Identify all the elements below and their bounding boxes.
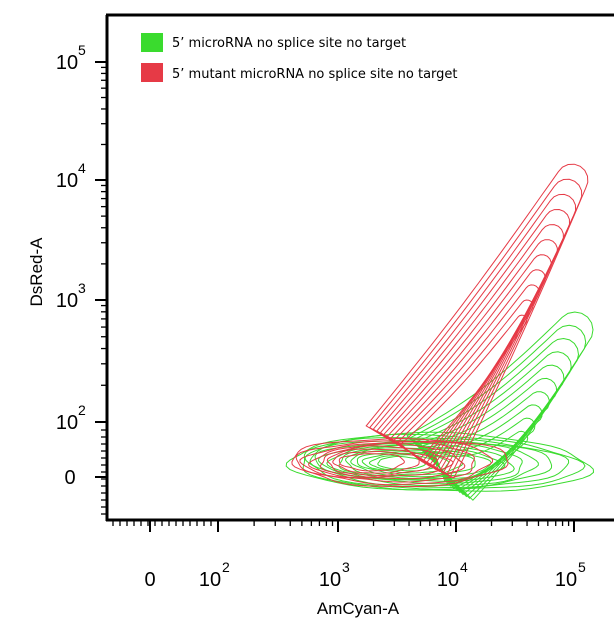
- y-tick-label: 10: [56, 52, 78, 74]
- legend-swatch-green: [141, 33, 163, 52]
- y-axis-title: DsRed-A: [27, 237, 46, 307]
- y-axis-ticks: [95, 61, 107, 515]
- green-tail-contour: [431, 417, 536, 485]
- y-tick-exponent: 5: [78, 42, 86, 58]
- red-contour-ring: [332, 451, 420, 474]
- red-series-contours: [291, 163, 589, 488]
- x-tick-exponent: 5: [578, 559, 586, 575]
- red-contour-ring: [338, 453, 405, 472]
- x-tick-exponent: 2: [222, 559, 230, 575]
- green-contour-ring: [285, 431, 595, 492]
- green-tail-contour: [406, 311, 594, 501]
- x-tick-label: 10: [199, 569, 221, 591]
- red-tail-contour: [383, 239, 558, 471]
- green-tail-contour: [409, 324, 587, 500]
- green-contour-ring: [377, 455, 426, 470]
- legend: 5’ microRNA no splice site no target 5’ …: [141, 33, 458, 82]
- red-tail-contour: [369, 178, 583, 478]
- red-contour-ring: [295, 440, 494, 486]
- y-tick-label: 10: [56, 170, 78, 192]
- green-tail-contour: [419, 364, 565, 494]
- red-tail-contour: [379, 224, 564, 473]
- green-contour-ring: [302, 433, 586, 491]
- y-tick-exponent: 3: [78, 280, 86, 296]
- x-tick-exponent: 4: [460, 559, 468, 575]
- green-contour-ring: [304, 437, 570, 490]
- y-tick-exponent: 4: [78, 160, 86, 176]
- green-contour-ring: [356, 451, 464, 476]
- y-tick-label: 10: [56, 412, 78, 434]
- y-tick-label: 10: [56, 290, 78, 312]
- red-contour-ring: [299, 441, 476, 483]
- legend-label-red: 5’ mutant microRNA no splice site no tar…: [172, 67, 458, 82]
- red-tail-contour: [372, 193, 577, 476]
- red-tail-contour: [400, 314, 528, 461]
- green-series-contours: [285, 311, 595, 501]
- y-tick-label: 0: [64, 467, 75, 489]
- legend-swatch-red: [141, 63, 163, 82]
- red-contour-ring: [326, 448, 438, 477]
- x-axis-title: AmCyan-A: [317, 599, 400, 618]
- red-tail-contour: [390, 269, 546, 467]
- x-tick-exponent: 3: [342, 559, 350, 575]
- y-tick-exponent: 2: [78, 402, 86, 418]
- x-tick-label: 10: [555, 569, 577, 591]
- green-contour-ring: [314, 440, 539, 487]
- x-tick-label: 10: [437, 569, 459, 591]
- x-tick-label: 0: [144, 569, 155, 591]
- red-contour-ring: [319, 445, 454, 478]
- red-tail-contour: [393, 284, 540, 465]
- x-axis-ticks: [112, 520, 575, 532]
- red-contour-ring: [291, 437, 509, 488]
- red-tail-contour: [376, 208, 571, 474]
- red-contour-ring: [307, 442, 466, 480]
- red-tail-contour: [386, 254, 552, 469]
- x-tick-label: 10: [319, 569, 341, 591]
- red-tail-contour: [396, 299, 534, 463]
- red-tail-contour: [365, 163, 589, 479]
- legend-label-green: 5’ microRNA no splice site no target: [172, 36, 406, 51]
